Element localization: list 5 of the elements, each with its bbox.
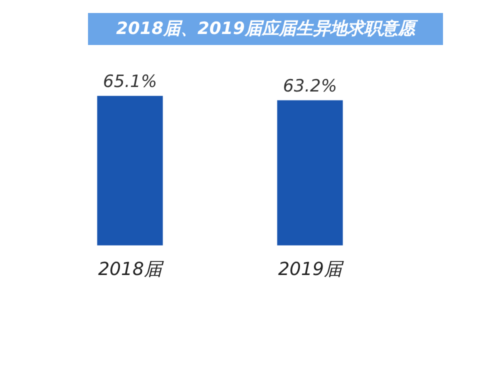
x-tick-label: 2019届 (278, 258, 344, 280)
x-tick-label: 2018届 (98, 258, 164, 280)
data-label: 63.2% (282, 76, 338, 97)
chart-title: 2018届、2019届应届生异地求职意愿 (88, 13, 443, 45)
data-label: 65.1% (102, 72, 158, 92)
